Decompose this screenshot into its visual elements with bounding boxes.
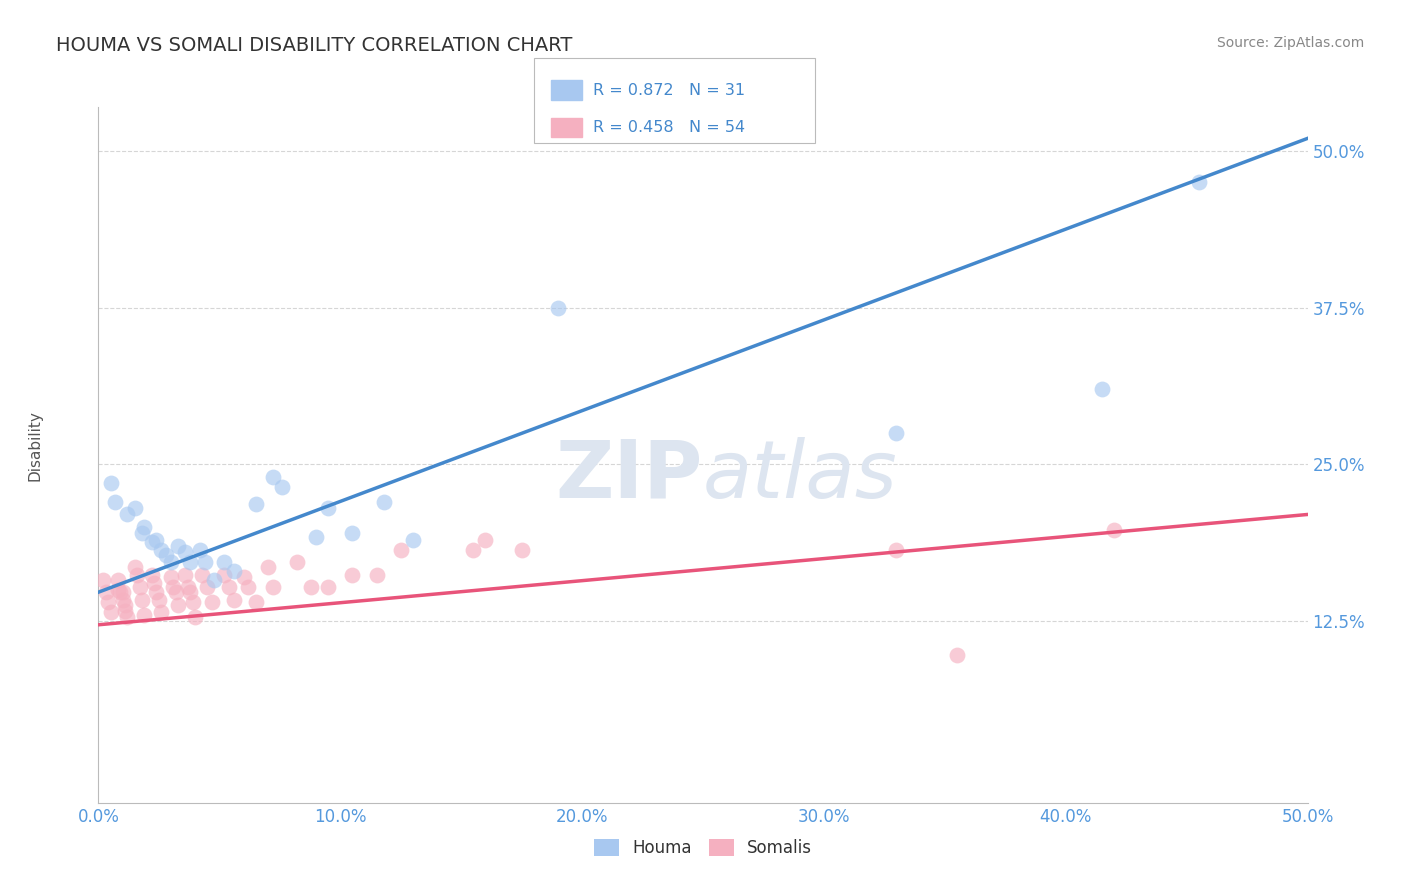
Point xyxy=(195,580,218,594)
Point xyxy=(191,567,214,582)
Point xyxy=(108,585,131,599)
Point xyxy=(94,585,117,599)
Point xyxy=(262,580,284,594)
Point xyxy=(886,542,908,557)
Text: atlas: atlas xyxy=(703,437,898,515)
Point xyxy=(222,564,245,578)
Point xyxy=(245,498,267,512)
Point xyxy=(100,605,122,619)
Point xyxy=(181,595,204,609)
Point xyxy=(162,580,184,594)
Point xyxy=(91,573,114,587)
Point xyxy=(389,542,412,557)
Point xyxy=(886,425,908,440)
Point xyxy=(402,533,425,547)
Legend: Houma, Somalis: Houma, Somalis xyxy=(588,832,818,864)
Text: R = 0.458   N = 54: R = 0.458 N = 54 xyxy=(593,120,745,135)
Point xyxy=(212,567,235,582)
Point xyxy=(160,555,183,569)
Point xyxy=(114,598,136,612)
Point xyxy=(218,580,240,594)
Point xyxy=(463,542,485,557)
Point xyxy=(1091,382,1114,396)
Point xyxy=(174,545,197,559)
Point xyxy=(238,580,260,594)
Point xyxy=(194,555,217,569)
Point xyxy=(145,533,167,547)
Point xyxy=(100,476,122,491)
Point xyxy=(245,595,267,609)
Point xyxy=(510,542,533,557)
Point xyxy=(366,567,388,582)
Point xyxy=(143,576,166,591)
Point xyxy=(474,533,496,547)
Point xyxy=(155,548,177,562)
Point xyxy=(179,585,201,599)
Point xyxy=(127,567,149,582)
Point xyxy=(134,520,156,534)
Point xyxy=(316,501,339,516)
Point xyxy=(128,580,150,594)
Point xyxy=(174,567,197,582)
Point xyxy=(111,585,134,599)
Point xyxy=(141,535,163,549)
Point xyxy=(179,555,201,569)
Point xyxy=(117,508,139,522)
Point xyxy=(299,580,322,594)
Point xyxy=(232,570,254,584)
Point xyxy=(262,470,284,484)
Point xyxy=(946,648,969,662)
Point xyxy=(167,598,190,612)
Point xyxy=(134,607,156,622)
Point xyxy=(305,530,328,544)
Point xyxy=(167,539,190,553)
Point xyxy=(373,495,395,509)
Point xyxy=(117,610,139,624)
Point xyxy=(111,592,134,607)
Point xyxy=(150,542,173,557)
Point xyxy=(212,555,235,569)
Point xyxy=(177,580,200,594)
Point xyxy=(107,582,129,597)
Text: HOUMA VS SOMALI DISABILITY CORRELATION CHART: HOUMA VS SOMALI DISABILITY CORRELATION C… xyxy=(56,36,572,54)
Point xyxy=(165,585,187,599)
Point xyxy=(1188,175,1211,189)
Point xyxy=(141,567,163,582)
Point xyxy=(160,570,183,584)
Point xyxy=(148,592,170,607)
Point xyxy=(547,301,569,315)
Point xyxy=(342,567,364,582)
Point xyxy=(150,605,173,619)
Text: R = 0.872   N = 31: R = 0.872 N = 31 xyxy=(593,83,745,98)
Point xyxy=(114,604,136,618)
Point xyxy=(104,495,127,509)
Point xyxy=(184,610,207,624)
Text: Source: ZipAtlas.com: Source: ZipAtlas.com xyxy=(1216,36,1364,50)
Point xyxy=(342,526,364,541)
Point xyxy=(124,501,146,516)
Point xyxy=(107,573,129,587)
Point xyxy=(131,526,153,541)
Point xyxy=(256,560,278,574)
Point xyxy=(1102,523,1125,537)
Point xyxy=(204,573,226,587)
Point xyxy=(201,595,224,609)
Text: ZIP: ZIP xyxy=(555,437,703,515)
Point xyxy=(131,592,153,607)
Point xyxy=(316,580,339,594)
Point xyxy=(97,595,120,609)
Point xyxy=(285,555,308,569)
Point xyxy=(145,585,167,599)
Point xyxy=(188,542,211,557)
Point xyxy=(124,560,146,574)
Point xyxy=(271,480,294,494)
Text: Disability: Disability xyxy=(28,410,42,482)
Point xyxy=(222,592,245,607)
